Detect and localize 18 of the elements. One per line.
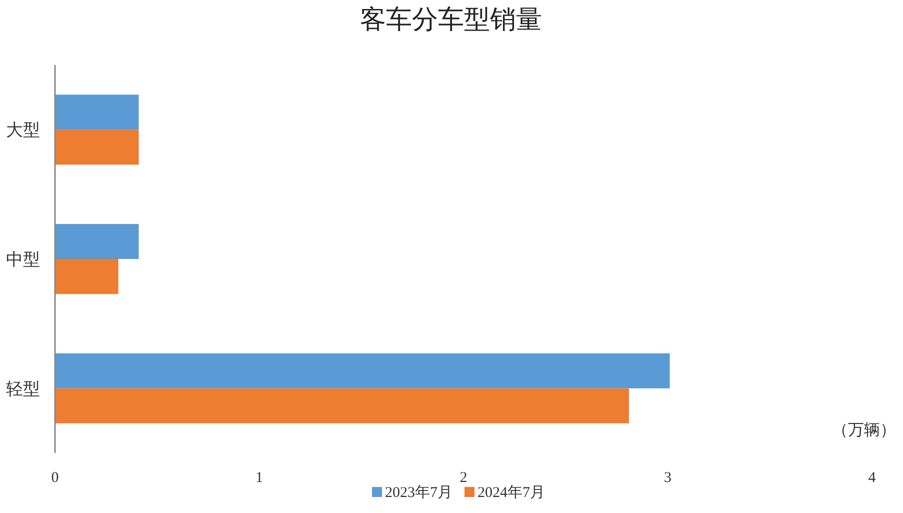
y-tick-label: 轻型: [6, 379, 40, 398]
bar: [55, 224, 139, 259]
x-tick-label: 4: [868, 470, 876, 486]
x-tick-label: 1: [256, 470, 263, 486]
legend-label: 2023年7月: [385, 484, 452, 501]
bar: [55, 388, 629, 424]
y-tick-label: 中型: [6, 250, 40, 269]
x-tick-label: 0: [51, 470, 59, 486]
bar: [55, 130, 139, 165]
bar: [55, 94, 139, 130]
legend-label: 2024年7月: [478, 484, 545, 501]
x-tick-label: 2: [460, 470, 468, 486]
x-axis-title: （万辆）: [832, 422, 896, 439]
bar: [55, 259, 118, 294]
chart-title: 客车分车型销量: [360, 5, 542, 34]
bar: [55, 353, 670, 388]
x-tick-label: 3: [664, 470, 672, 486]
y-tick-label: 大型: [6, 120, 40, 140]
